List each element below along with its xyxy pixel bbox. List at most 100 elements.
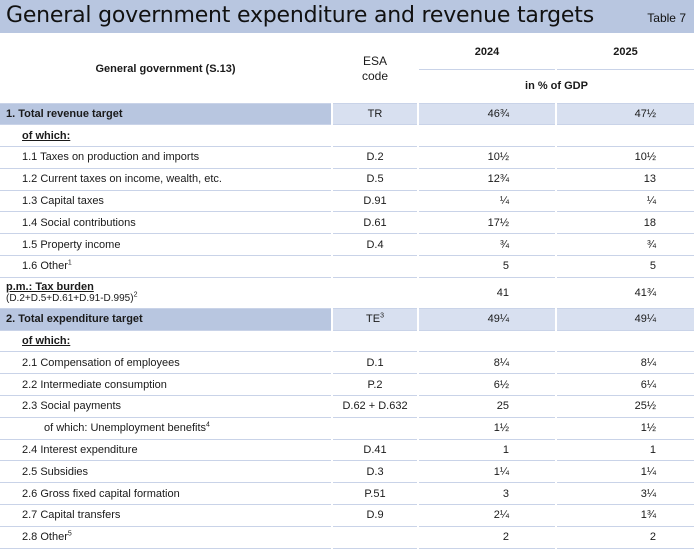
- row-label: 1.3 Capital taxes: [0, 190, 333, 213]
- row-esa: [332, 255, 419, 278]
- row-value-2025: ¾: [556, 233, 694, 257]
- table-row: 2.5 Subsidies D.3 1¼ 1¼: [0, 460, 694, 484]
- row-value-2025: ¼: [556, 190, 694, 213]
- row-label: of which: Unemployment benefits: [44, 422, 207, 435]
- header-esa-code: ESA code: [332, 35, 419, 104]
- row-esa: D.5: [332, 168, 419, 191]
- row-value-2025: [556, 330, 694, 353]
- row-label: 2. Total expenditure target: [0, 308, 333, 331]
- row-value-2025: 1: [556, 439, 694, 462]
- row-sublabel-cell: (D.2+D.5+D.61+D.91-D.995)2: [6, 292, 327, 305]
- row-value-2024: 1: [418, 439, 557, 462]
- row-esa: D.41: [332, 439, 419, 462]
- header-esa-line2: code: [361, 68, 389, 83]
- row-value-2025: 5: [556, 255, 694, 278]
- table-row: 2.7 Capital transfers D.9 2¼ 1¾: [0, 504, 694, 527]
- row-value-2024: 1¼: [418, 460, 557, 484]
- row-label: of which:: [0, 330, 333, 353]
- row-value-2024: 3: [418, 482, 557, 506]
- row-esa: D.91: [332, 190, 419, 213]
- row-value-2025: 10½: [556, 146, 694, 169]
- row-esa: D.9: [332, 504, 419, 527]
- row-esa: [332, 277, 419, 309]
- row-value-2025: 8¼: [556, 351, 694, 375]
- table-row: 1.3 Capital taxes D.91 ¼ ¼: [0, 190, 694, 213]
- footnote-marker: 1: [67, 259, 72, 267]
- table-title: General government expenditure and reven…: [6, 3, 594, 28]
- table-row: p.m.: Tax burden (D.2+D.5+D.61+D.91-D.99…: [0, 277, 694, 309]
- footnote-marker: 4: [206, 421, 210, 429]
- row-label-cell: p.m.: Tax burden (D.2+D.5+D.61+D.91-D.99…: [0, 277, 333, 309]
- title-bar: General government expenditure and reven…: [0, 0, 694, 34]
- row-value-2025: 6¼: [556, 373, 694, 397]
- row-label: of which:: [0, 124, 333, 148]
- row-esa: TR: [332, 103, 419, 126]
- row-label: p.m.: Tax burden: [6, 280, 94, 293]
- row-value-2024: 41: [418, 277, 557, 309]
- row-value-2025: 1½: [556, 417, 694, 440]
- row-value-2024: 5: [418, 255, 557, 278]
- row-esa: TE: [366, 313, 381, 326]
- row-esa: [332, 526, 419, 549]
- row-value-2025: 1¼: [556, 460, 694, 484]
- row-value-2024: 25: [418, 395, 557, 418]
- row-label: 1.2 Current taxes on income, wealth, etc…: [0, 168, 333, 191]
- table-row: 2.4 Interest expenditure D.41 1 1: [0, 439, 694, 462]
- table-row: 2.3 Social payments D.62 + D.632 25 25½: [0, 395, 694, 418]
- expenditure-revenue-table: General government (S.13) ESA code 2024 …: [0, 35, 694, 549]
- row-value-2024: 17½: [418, 211, 557, 235]
- row-esa: [332, 330, 419, 353]
- row-label: 1.6 Other: [22, 260, 68, 273]
- table-row: of which: Unemployment benefits4 1½ 1½: [0, 417, 694, 440]
- row-esa: D.2: [332, 146, 419, 169]
- row-value-2024: [418, 330, 557, 353]
- row-value-2025: 47½: [556, 103, 694, 126]
- row-value-2025: 49¼: [556, 308, 694, 331]
- row-label-cell: 1.6 Other1: [0, 255, 333, 278]
- row-value-2025: 3¼: [556, 482, 694, 506]
- row-label: 2.8 Other: [22, 531, 68, 544]
- row-esa: D.4: [332, 233, 419, 257]
- row-label: 1.4 Social contributions: [0, 211, 333, 235]
- table-row: 1. Total revenue target TR 46¾ 47½: [0, 103, 694, 126]
- row-label: 2.7 Capital transfers: [0, 504, 333, 527]
- row-value-2025: 41¾: [556, 277, 694, 309]
- row-value-2025: 18: [556, 211, 694, 235]
- row-value-2024: 10½: [418, 146, 557, 169]
- row-value-2024: 46¾: [418, 103, 557, 126]
- row-value-2025: 1¾: [556, 504, 694, 527]
- row-esa: D.61: [332, 211, 419, 235]
- table-number: Table 7: [647, 11, 686, 25]
- row-value-2024: 1½: [418, 417, 557, 440]
- row-value-2025: 2: [556, 526, 694, 549]
- row-esa: [332, 124, 419, 148]
- row-value-2024: 2: [418, 526, 557, 549]
- table-row: of which:: [0, 124, 694, 148]
- row-value-2025: 13: [556, 168, 694, 191]
- row-label-cell: of which: Unemployment benefits4: [0, 417, 333, 440]
- row-value-2024: 8¼: [418, 351, 557, 375]
- header-row-years: General government (S.13) ESA code 2024 …: [0, 35, 694, 104]
- row-esa: P.51: [332, 482, 419, 506]
- row-value-2024: 12¾: [418, 168, 557, 191]
- header-row-unit: in % of GDP: [0, 69, 694, 104]
- row-label: 2.6 Gross fixed capital formation: [0, 482, 333, 506]
- row-esa: [332, 417, 419, 440]
- table-row: 2. Total expenditure target TE3 49¼ 49¼: [0, 308, 694, 331]
- header-esa-line1: ESA: [362, 53, 387, 68]
- row-esa: D.1: [332, 351, 419, 375]
- row-label: 1.5 Property income: [0, 233, 333, 257]
- table-row: 2.8 Other5 2 2: [0, 526, 694, 549]
- table-row: 1.4 Social contributions D.61 17½ 18: [0, 211, 694, 235]
- row-label-cell: 2.8 Other5: [0, 526, 333, 549]
- table-row: 2.2 Intermediate consumption P.2 6½ 6¼: [0, 373, 694, 397]
- row-value-2025: 25½: [556, 395, 694, 418]
- table-row: 2.6 Gross fixed capital formation P.51 3…: [0, 482, 694, 506]
- table-row: of which:: [0, 330, 694, 353]
- row-esa: P.2: [332, 373, 419, 397]
- header-year-2025: 2025: [556, 35, 694, 70]
- footnote-marker: 5: [67, 530, 72, 538]
- row-label: 1.1 Taxes on production and imports: [0, 146, 333, 169]
- table-row: 1.2 Current taxes on income, wealth, etc…: [0, 168, 694, 191]
- table-row: 1.5 Property income D.4 ¾ ¾: [0, 233, 694, 257]
